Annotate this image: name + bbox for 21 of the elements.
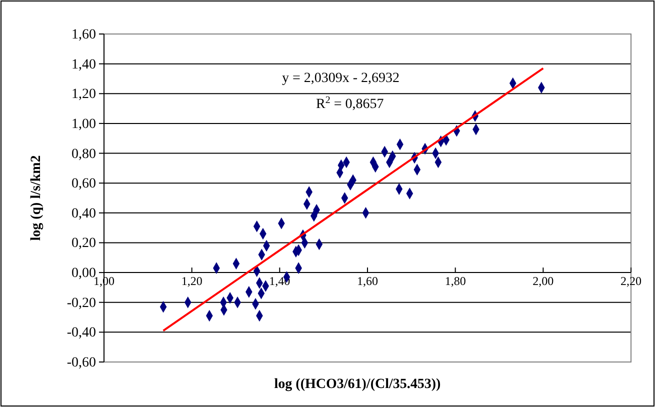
x-tick-label: 2,20 <box>620 274 642 288</box>
y-tick-label: 1,40 <box>72 57 96 72</box>
x-tick-label: 1,20 <box>181 274 202 288</box>
y-tick-label: 0,80 <box>72 146 96 162</box>
y-tick-label: -0,40 <box>66 326 96 341</box>
y-axis-title: log (q) l/s/km2 <box>29 155 44 241</box>
x-axis-title: log ((HCO3/61)/(Cl/35.453)) <box>274 377 442 392</box>
annotation: y = 2,0309x - 2,6932 <box>282 71 400 86</box>
x-tick-label: 1,80 <box>444 274 466 288</box>
y-tick-label: 0,40 <box>72 206 96 222</box>
x-tick-label: 1,60 <box>357 274 378 288</box>
y-tick-label: -0,60 <box>66 355 96 370</box>
y-tick-label: 0,20 <box>72 236 96 252</box>
y-tick-label: 0,60 <box>72 176 96 192</box>
y-tick-label: 1,60 <box>72 27 96 42</box>
annotation: R$^{2}$ = 0,8657 <box>316 94 384 112</box>
y-tick-label: 1,20 <box>72 87 96 102</box>
y-tick-label: 0,00 <box>72 266 96 282</box>
y-tick-label: -0,20 <box>66 296 96 311</box>
x-tick-label: 2,00 <box>532 274 554 288</box>
y-tick-label: 1,00 <box>72 116 96 132</box>
